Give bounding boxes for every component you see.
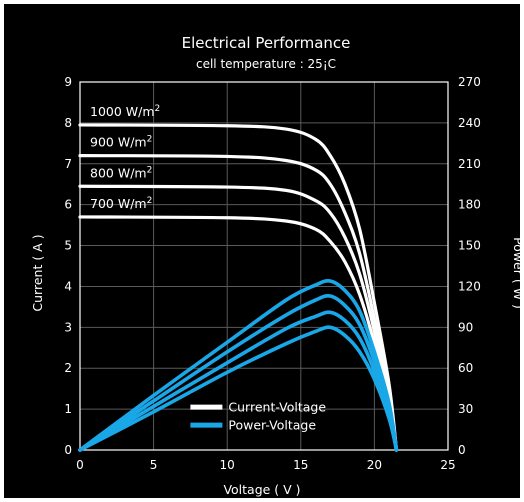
x-tick-label: 10 [220,458,235,472]
y2-tick-label: 210 [458,157,481,171]
y2-tick-label: 270 [458,75,481,89]
y2-tick-label: 30 [458,402,473,416]
irradiance-labels: 1000 W/m2 900 W/m2 800 W/m2 700 W/m2 [90,104,160,211]
y-tick-label: 8 [64,116,72,130]
irradiance-label: 700 W/m2 [90,196,152,211]
x-axis-ticks: 0 5 10 15 20 25 [76,458,455,472]
y2-tick-label: 60 [458,361,473,375]
y2-tick-label: 150 [458,239,481,253]
y2-tick-label: 0 [458,443,466,457]
current-voltage-curve [78,154,399,452]
power-voltage-curve [78,278,399,452]
x-axis-label: Voltage ( V ) [223,482,300,497]
plot-border [79,81,449,451]
current-voltage-curve [78,123,399,452]
legend-label: Power-Voltage [228,418,316,433]
plot-frame [79,81,449,451]
y-axis-ticks: 0 1 2 3 4 5 6 7 8 9 [64,75,72,457]
power-voltage-curve [78,310,399,452]
chart: Electrical Performance cell temperature … [4,4,520,498]
x-tick-label: 25 [440,458,455,472]
y2-tick-label: 120 [458,279,481,293]
y2-tick-label: 240 [458,116,481,130]
y2-tick-label: 180 [458,198,481,212]
series-group [78,123,399,452]
irradiance-label: 900 W/m2 [90,135,152,150]
power-voltage-curve [78,293,399,452]
x-tick-label: 20 [367,458,382,472]
y-tick-label: 7 [64,157,72,171]
chart-background [4,4,520,498]
x-tick-label: 0 [76,458,84,472]
y-tick-label: 9 [64,75,72,89]
irradiance-label: 800 W/m2 [90,165,152,180]
chart-title: Electrical Performance [182,34,351,52]
y2-tick-label: 90 [458,320,473,334]
y-tick-label: 4 [64,279,72,293]
y2-axis-ticks: 0 30 60 90 120 150 180 210 240 270 [458,75,481,457]
legend: Current-Voltage Power-Voltage [190,400,326,433]
y-tick-label: 6 [64,198,72,212]
legend-label: Current-Voltage [228,400,326,415]
y-tick-label: 3 [64,320,72,334]
y-axis-label: Current ( A ) [30,234,45,311]
chart-subtitle: cell temperature : 25¡C [196,57,336,71]
power-voltage-curve [78,325,399,452]
current-voltage-curve [78,184,399,452]
y-tick-label: 5 [64,239,72,253]
irradiance-label: 1000 W/m2 [90,104,160,119]
y-tick-label: 2 [64,361,72,375]
x-tick-label: 15 [293,458,308,472]
y-tick-label: 1 [64,402,72,416]
x-tick-label: 5 [150,458,158,472]
chart-svg: Electrical Performance cell temperature … [4,4,520,498]
y2-axis-label: Power ( W ) [511,237,520,309]
y-tick-label: 0 [64,443,72,457]
